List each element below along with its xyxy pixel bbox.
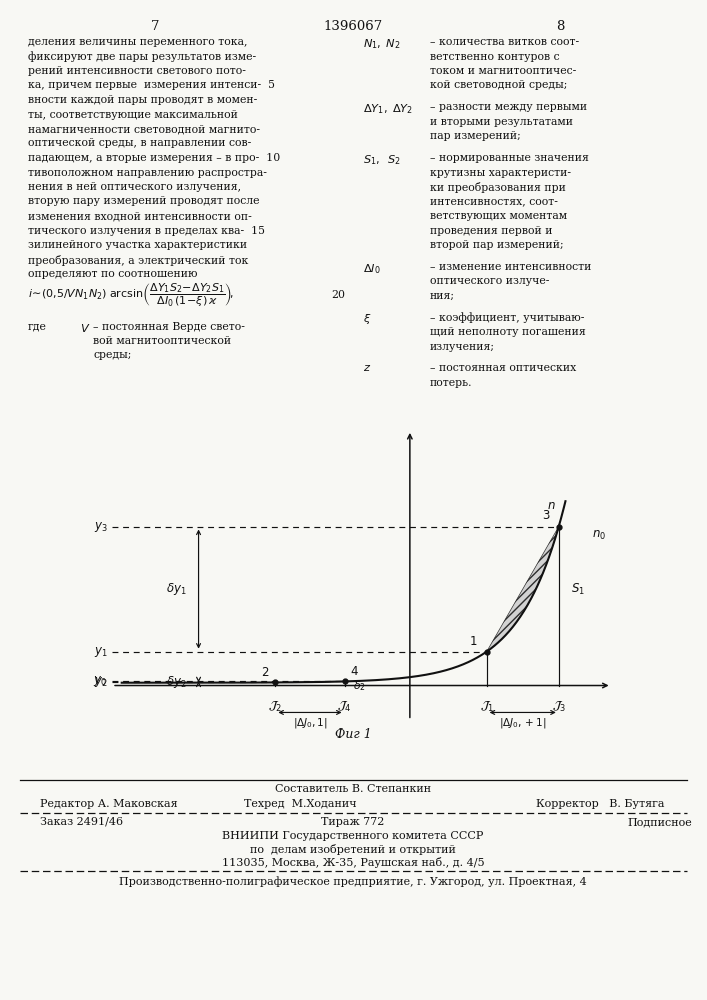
Text: преобразования, а электрический ток: преобразования, а электрический ток (28, 254, 248, 265)
Text: $y_0$: $y_0$ (93, 674, 107, 688)
Text: 4: 4 (350, 665, 358, 678)
Text: током и магнитооптичес-: током и магнитооптичес- (430, 66, 576, 76)
Text: $\mathcal{J}_4$: $\mathcal{J}_4$ (337, 699, 351, 714)
Text: – коэффициент, учитываю-: – коэффициент, учитываю- (430, 312, 585, 323)
Text: Составитель В. Степанкин: Составитель В. Степанкин (275, 784, 431, 794)
Text: $|\Delta J_0, +1|$: $|\Delta J_0, +1|$ (499, 716, 547, 730)
Text: $\xi$: $\xi$ (363, 312, 371, 326)
Text: – количества витков соот-: – количества витков соот- (430, 37, 579, 47)
Text: изменения входной интенсивности оп-: изменения входной интенсивности оп- (28, 211, 252, 221)
Polygon shape (276, 681, 344, 682)
Text: – постоянная Верде свето-: – постоянная Верде свето- (93, 322, 245, 332)
Text: оптического излуче-: оптического излуче- (430, 276, 549, 286)
Text: Производственно-полиграфическое предприятие, г. Ужгород, ул. Проектная, 4: Производственно-полиграфическое предприя… (119, 876, 587, 887)
Text: ния;: ния; (430, 291, 455, 301)
Text: $y_1$: $y_1$ (93, 645, 107, 659)
Text: зилинейного участка характеристики: зилинейного участка характеристики (28, 240, 247, 250)
Text: 2: 2 (261, 666, 269, 679)
Text: $V$: $V$ (80, 322, 90, 334)
Text: 3: 3 (542, 509, 549, 522)
Text: и вторыми результатами: и вторыми результатами (430, 117, 573, 127)
Text: 1: 1 (469, 635, 477, 648)
Text: второй пар измерений;: второй пар измерений; (430, 240, 563, 250)
Text: Редактор А. Маковская: Редактор А. Маковская (40, 799, 177, 809)
Text: фиксируют две пары результатов изме-: фиксируют две пары результатов изме- (28, 51, 256, 62)
Text: $n_0$: $n_0$ (592, 529, 607, 542)
Text: кой световодной среды;: кой световодной среды; (430, 81, 568, 91)
Text: $n$: $n$ (547, 499, 556, 512)
Text: $\Delta I_0$: $\Delta I_0$ (363, 262, 380, 276)
Text: $z$: $z$ (363, 363, 371, 373)
Text: деления величины переменного тока,: деления величины переменного тока, (28, 37, 247, 47)
Text: ВНИИПИ Государственного комитета СССР: ВНИИПИ Государственного комитета СССР (222, 831, 484, 841)
Text: вности каждой пары проводят в момен-: вности каждой пары проводят в момен- (28, 95, 257, 105)
Text: тивоположном направлению распростра-: тивоположном направлению распростра- (28, 167, 267, 178)
Text: ки преобразования при: ки преобразования при (430, 182, 566, 193)
Text: ветственно контуров с: ветственно контуров с (430, 51, 560, 62)
Text: Заказ 2491/46: Заказ 2491/46 (40, 817, 123, 827)
Text: пар измерений;: пар измерений; (430, 131, 521, 141)
Text: $\mathcal{J}_1$: $\mathcal{J}_1$ (479, 699, 493, 714)
Text: $S_1,\;\;S_2$: $S_1,\;\;S_2$ (363, 153, 401, 167)
Text: $\mathcal{J}_3$: $\mathcal{J}_3$ (551, 699, 566, 714)
Text: 113035, Москва, Ж-35, Раушская наб., д. 4/5: 113035, Москва, Ж-35, Раушская наб., д. … (222, 857, 484, 868)
Text: по  делам изобретений и открытий: по делам изобретений и открытий (250, 844, 456, 855)
Text: $S_1$: $S_1$ (571, 582, 585, 597)
Text: тического излучения в пределах ква-  15: тического излучения в пределах ква- 15 (28, 226, 265, 235)
Text: потерь.: потерь. (430, 378, 472, 388)
Text: намагниченности световодной магнито-: намагниченности световодной магнито- (28, 124, 260, 134)
Text: 8: 8 (556, 20, 564, 33)
Polygon shape (486, 527, 559, 652)
Text: $\delta_2$: $\delta_2$ (354, 680, 366, 693)
Text: – изменение интенсивности: – изменение интенсивности (430, 262, 591, 272)
Text: Техред  М.Ходанич: Техред М.Ходанич (244, 799, 356, 809)
Text: Фиг 1: Фиг 1 (334, 728, 371, 741)
Text: определяют по соотношению: определяют по соотношению (28, 269, 197, 279)
Text: ты, соответствующие максимальной: ты, соответствующие максимальной (28, 109, 238, 119)
Text: где: где (28, 322, 47, 332)
Text: оптической среды, в направлении сов-: оптической среды, в направлении сов- (28, 138, 251, 148)
Text: $N_1,\;N_2$: $N_1,\;N_2$ (363, 37, 401, 51)
Text: щий неполноту погашения: щий неполноту погашения (430, 327, 586, 337)
Text: среды;: среды; (93, 351, 132, 360)
Text: нения в ней оптического излучения,: нения в ней оптического излучения, (28, 182, 241, 192)
Text: $\delta y_1$: $\delta y_1$ (166, 581, 187, 597)
Text: проведения первой и: проведения первой и (430, 226, 552, 235)
Text: вторую пару измерений проводят после: вторую пару измерений проводят после (28, 196, 259, 207)
Text: – разности между первыми: – разности между первыми (430, 102, 587, 112)
Text: 7: 7 (151, 20, 159, 33)
Text: $\mathcal{J}_2$: $\mathcal{J}_2$ (269, 699, 282, 714)
Text: вой магнитооптической: вой магнитооптической (93, 336, 231, 346)
Text: $\Delta Y_1,\;\Delta Y_2$: $\Delta Y_1,\;\Delta Y_2$ (363, 102, 413, 116)
Text: Подписное: Подписное (628, 817, 692, 827)
Text: Тираж 772: Тираж 772 (321, 817, 385, 827)
Text: Корректор   В. Бутяга: Корректор В. Бутяга (536, 799, 665, 809)
Text: $i \!\sim\! (0{,}5/VN_1N_2)\;\mathrm{arc}\sin\!\left(\dfrac{\Delta Y_1 S_2\!-\!\: $i \!\sim\! (0{,}5/VN_1N_2)\;\mathrm{arc… (28, 282, 234, 309)
Text: $y_3$: $y_3$ (93, 520, 107, 534)
Text: $\delta y_2$: $\delta y_2$ (166, 674, 187, 690)
Text: – нормированные значения: – нормированные значения (430, 153, 589, 163)
Text: $y_2$: $y_2$ (93, 675, 107, 689)
Text: крутизны характеристи-: крутизны характеристи- (430, 167, 571, 178)
Text: – постоянная оптических: – постоянная оптических (430, 363, 576, 373)
Text: ка, причем первые  измерения интенси-  5: ка, причем первые измерения интенси- 5 (28, 81, 275, 91)
Text: 20: 20 (331, 290, 345, 300)
Text: ветствующих моментам: ветствующих моментам (430, 211, 567, 221)
Text: $|\Delta J_0, 1|$: $|\Delta J_0, 1|$ (293, 716, 327, 730)
Text: рений интенсивности светового пото-: рений интенсивности светового пото- (28, 66, 246, 76)
Text: излучения;: излучения; (430, 342, 495, 352)
Text: 1396067: 1396067 (323, 20, 382, 33)
Text: интенсивностях, соот-: интенсивностях, соот- (430, 196, 558, 207)
Text: падающем, а вторые измерения – в про-  10: падающем, а вторые измерения – в про- 10 (28, 153, 280, 163)
